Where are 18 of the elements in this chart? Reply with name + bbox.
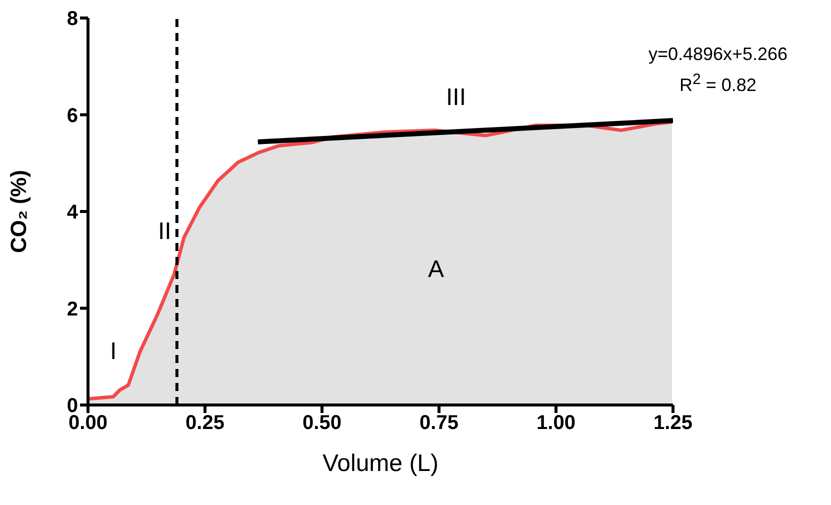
annotation: III — [446, 84, 466, 111]
x-tick-label: 0.75 — [420, 412, 458, 434]
annotation: II — [158, 218, 172, 245]
y-tick-label: 8 — [66, 8, 78, 30]
x-tick-label: 1.00 — [536, 412, 576, 434]
text: R$^{2}$ = 0.82 — [678, 70, 758, 97]
annotation: y=0.4896x+5.266 — [647, 43, 789, 66]
x-axis-title: Volume (L) — [322, 450, 439, 477]
annotation: I — [110, 338, 117, 365]
y-tick-label: 6 — [66, 104, 78, 127]
x-tick-label: 0.00 — [68, 412, 108, 434]
y-tick-label: 2 — [66, 298, 78, 320]
y-axis-title: CO₂ (%) — [6, 170, 31, 254]
x-tick-label: 1.25 — [654, 412, 692, 434]
y-tick-label: 4 — [66, 202, 79, 224]
x-tick-label: 0.25 — [186, 412, 224, 434]
x-tick-label: 0.50 — [302, 412, 342, 434]
annotation: A — [428, 256, 444, 283]
